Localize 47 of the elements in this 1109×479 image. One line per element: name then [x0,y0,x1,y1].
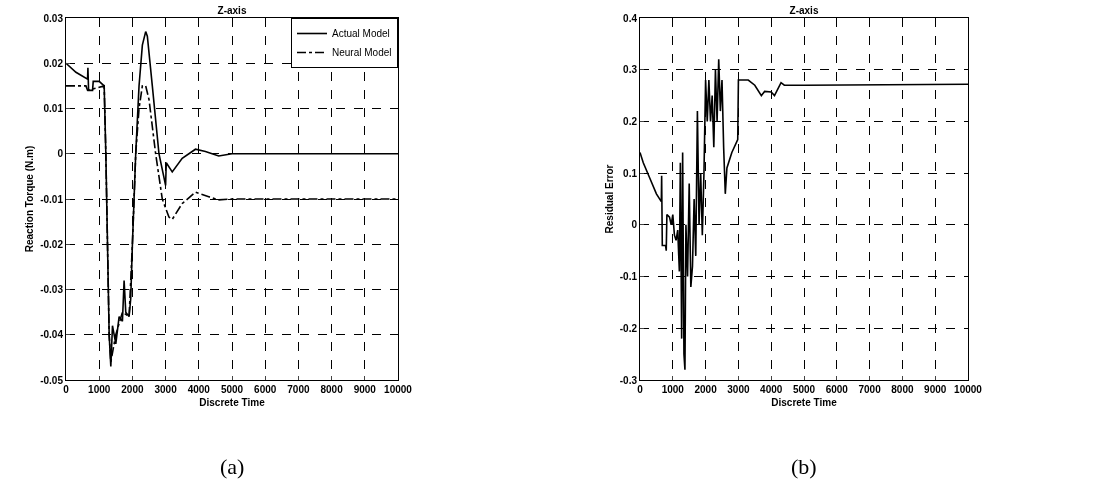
y-axis-title: Residual Error [603,164,615,234]
x-tick-label: 10000 [954,384,983,395]
y-tick-label: -0.04 [40,329,64,341]
x-tick-label: 7000 [287,384,310,395]
y-axis-title: Reaction Torque (N.m) [24,145,36,253]
x-tick-label: 8000 [320,384,344,395]
y-tick-label: 0.02 [43,57,64,69]
x-tick-label: 1000 [88,384,111,395]
y-tick-label: -0.2 [619,322,638,334]
x-tick-label: 8000 [891,384,914,395]
x-tick-label: 5000 [792,384,816,395]
x-tick-label: 1000 [661,384,685,395]
x-tick-label: 5000 [220,384,244,395]
x-tick-label: 4000 [187,384,211,395]
y-tick-label: 0.01 [43,103,64,114]
x-tick-label: 9000 [353,384,377,395]
legend-label: Neural Model [332,47,392,59]
x-tick-label: 2000 [121,384,144,395]
y-tick-label: 0 [631,219,638,231]
y-tick-label: -0.05 [40,374,64,386]
x-tick-label: 6000 [825,384,849,395]
text: (a) [220,454,245,479]
y-tick-label: 0.3 [623,64,638,76]
y-tick-label: -0.03 [40,284,64,295]
y-tick-label: 0 [57,148,64,160]
x-tick-label: 3000 [154,384,178,395]
x-tick-label: 9000 [924,384,947,395]
y-tick-label: -0.1 [619,271,638,283]
x-tick-label: 10000 [384,384,413,395]
legend-label: Actual Model [332,28,390,40]
chart-title: Z-axis [217,5,247,17]
x-axis-title: Discrete Time [771,396,838,408]
y-tick-label: 0.4 [623,12,638,24]
x-tick-label: 2000 [694,384,718,395]
y-tick-label: 0.2 [623,115,638,127]
x-axis-title: Discrete Time [199,396,266,408]
x-tick-label: 4000 [760,384,783,395]
chart-title: Z-axis [789,5,819,17]
x-tick-label: 6000 [254,384,277,395]
x-tick-label: 7000 [858,384,882,395]
y-tick-label: -0.02 [40,238,64,250]
y-tick-label: 0.03 [43,12,64,24]
x-tick-label: 3000 [727,384,750,395]
y-tick-label: 0.1 [623,167,638,179]
text: (b) [791,454,817,479]
y-tick-label: -0.3 [619,374,638,386]
y-tick-label: -0.01 [40,193,64,205]
